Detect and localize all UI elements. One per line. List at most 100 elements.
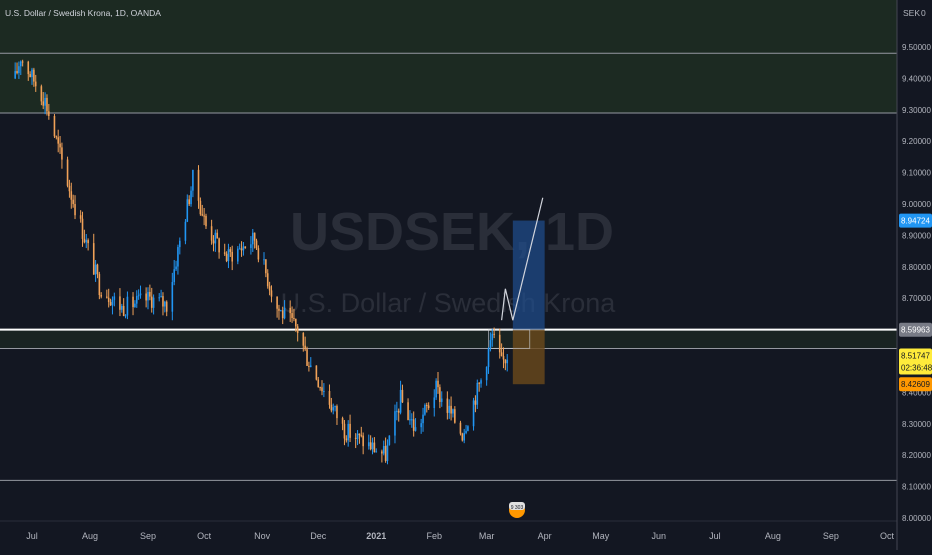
candle-body-19 — [61, 147, 63, 160]
candle-body-91 — [251, 232, 254, 245]
candle-body-60 — [171, 281, 174, 312]
candle-body-38 — [111, 299, 114, 306]
candle-body-15 — [53, 116, 56, 137]
y-tick-label-1: 9.40000 — [902, 74, 931, 83]
candle-body-81 — [225, 253, 228, 262]
candle-body-161 — [435, 380, 437, 398]
candle-body-112 — [306, 349, 308, 366]
candle-body-105 — [289, 307, 291, 314]
candle-body-68 — [190, 190, 192, 205]
x-tick-label-2: Sep — [140, 531, 156, 541]
projection-path-layer[interactable] — [501, 197, 544, 321]
candle-body-149 — [401, 389, 404, 403]
candle-body-163 — [439, 387, 441, 402]
bar-countdown-label: 02:36:48 — [901, 364, 932, 373]
price-labels: 8.94724 8.59963 8.51747 02:36:48 8.42609 — [899, 213, 932, 392]
candle-body-92 — [253, 232, 256, 241]
target-price-label: 8.94724 — [901, 217, 930, 226]
candle-body-47 — [135, 296, 138, 304]
x-tick-label-1: Aug — [82, 531, 98, 541]
candle-body-13 — [46, 97, 48, 112]
entry-box — [488, 329, 531, 349]
supply-zone — [0, 0, 897, 113]
position-tool[interactable] — [488, 220, 545, 385]
candle-body-37 — [109, 302, 112, 306]
candle-body-151 — [409, 419, 411, 421]
y-tick-label-3: 9.20000 — [902, 137, 931, 146]
candle-body-74 — [205, 215, 207, 227]
x-tick-label-14: Sep — [823, 531, 839, 541]
candle-body-178 — [478, 382, 480, 384]
candle-body-104 — [283, 307, 286, 319]
candle-body-59 — [165, 301, 168, 312]
candle-body-165 — [446, 398, 449, 413]
candle-body-97 — [266, 273, 269, 287]
candle-body-172 — [463, 433, 465, 441]
candle-body-140 — [381, 451, 383, 454]
candle-body-128 — [347, 423, 349, 441]
candle-body-157 — [424, 405, 426, 415]
x-tick-label-3: Oct — [197, 531, 212, 541]
candle-body-32 — [96, 264, 99, 275]
candle-body-70 — [197, 169, 200, 201]
candle-body-50 — [145, 293, 147, 301]
candle-body-80 — [223, 252, 226, 254]
candle-body-28 — [85, 240, 88, 243]
candle-body-55 — [158, 297, 161, 299]
y-tick-label-0: 9.50000 — [902, 43, 931, 52]
candle-body-89 — [244, 246, 247, 248]
candle-body-182 — [489, 340, 492, 349]
zones-layer — [0, 0, 897, 349]
candle-body-8 — [33, 69, 35, 82]
x-tick-label-12: Jul — [709, 531, 721, 541]
candle-body-130 — [354, 437, 357, 439]
candle-body-120 — [328, 390, 331, 405]
candle-body-5 — [27, 61, 30, 75]
candle-body-63 — [177, 247, 179, 267]
candle-body-144 — [388, 435, 391, 445]
event-badge[interactable]: 9 303 — [509, 502, 525, 518]
candle-body-107 — [293, 317, 295, 319]
candle-body-3 — [19, 61, 22, 67]
candle-body-18 — [59, 143, 61, 148]
price-axis[interactable]: SEK 0 9.50000 9.40000 9.30000 9.20000 9.1000… — [896, 0, 932, 550]
x-tick-label-11: Jun — [652, 531, 667, 541]
candle-body-146 — [396, 410, 398, 412]
candle-body-168 — [452, 409, 454, 414]
candle-body-184 — [493, 333, 495, 335]
candle-body-99 — [270, 290, 273, 297]
candle-body-67 — [188, 199, 190, 205]
candle-body-118 — [321, 387, 323, 392]
candle-body-160 — [433, 397, 436, 409]
x-tick-label-7: Feb — [427, 531, 443, 541]
candle-body-51 — [147, 291, 149, 301]
candle-body-31 — [94, 264, 97, 275]
candle-body-176 — [474, 400, 477, 405]
current-price-label: 8.51747 — [901, 352, 930, 361]
x-tick-label-9: Apr — [538, 531, 552, 541]
candle-body-189 — [506, 359, 509, 364]
candle-body-135 — [367, 442, 370, 447]
watermark-ticker: USDSEK, 1D — [290, 202, 614, 262]
candle-body-73 — [203, 215, 205, 217]
candle-body-117 — [319, 387, 321, 389]
candle-body-180 — [485, 366, 488, 381]
x-tick-label-4: Nov — [254, 531, 271, 541]
time-axis[interactable]: Jul Aug Sep Oct Nov Dec 2021 Feb Mar Apr May Jun Jul… — [0, 520, 897, 541]
x-tick-label-6: 2021 — [366, 531, 386, 541]
candle-body-76 — [212, 240, 215, 244]
candle-body-142 — [384, 445, 387, 462]
candle-body-49 — [139, 293, 142, 296]
candle-body-87 — [240, 248, 243, 251]
candle-body-123 — [334, 406, 336, 408]
horizontal-levels-layer — [0, 52, 897, 481]
y-tick-label-7: 8.80000 — [902, 263, 931, 272]
candle-body-166 — [448, 405, 451, 413]
x-tick-label-15: Oct — [880, 531, 895, 541]
candle-body-187 — [502, 356, 505, 360]
candle-body-83 — [229, 249, 232, 252]
candle-body-58 — [164, 301, 166, 307]
projection-path[interactable] — [501, 197, 544, 321]
